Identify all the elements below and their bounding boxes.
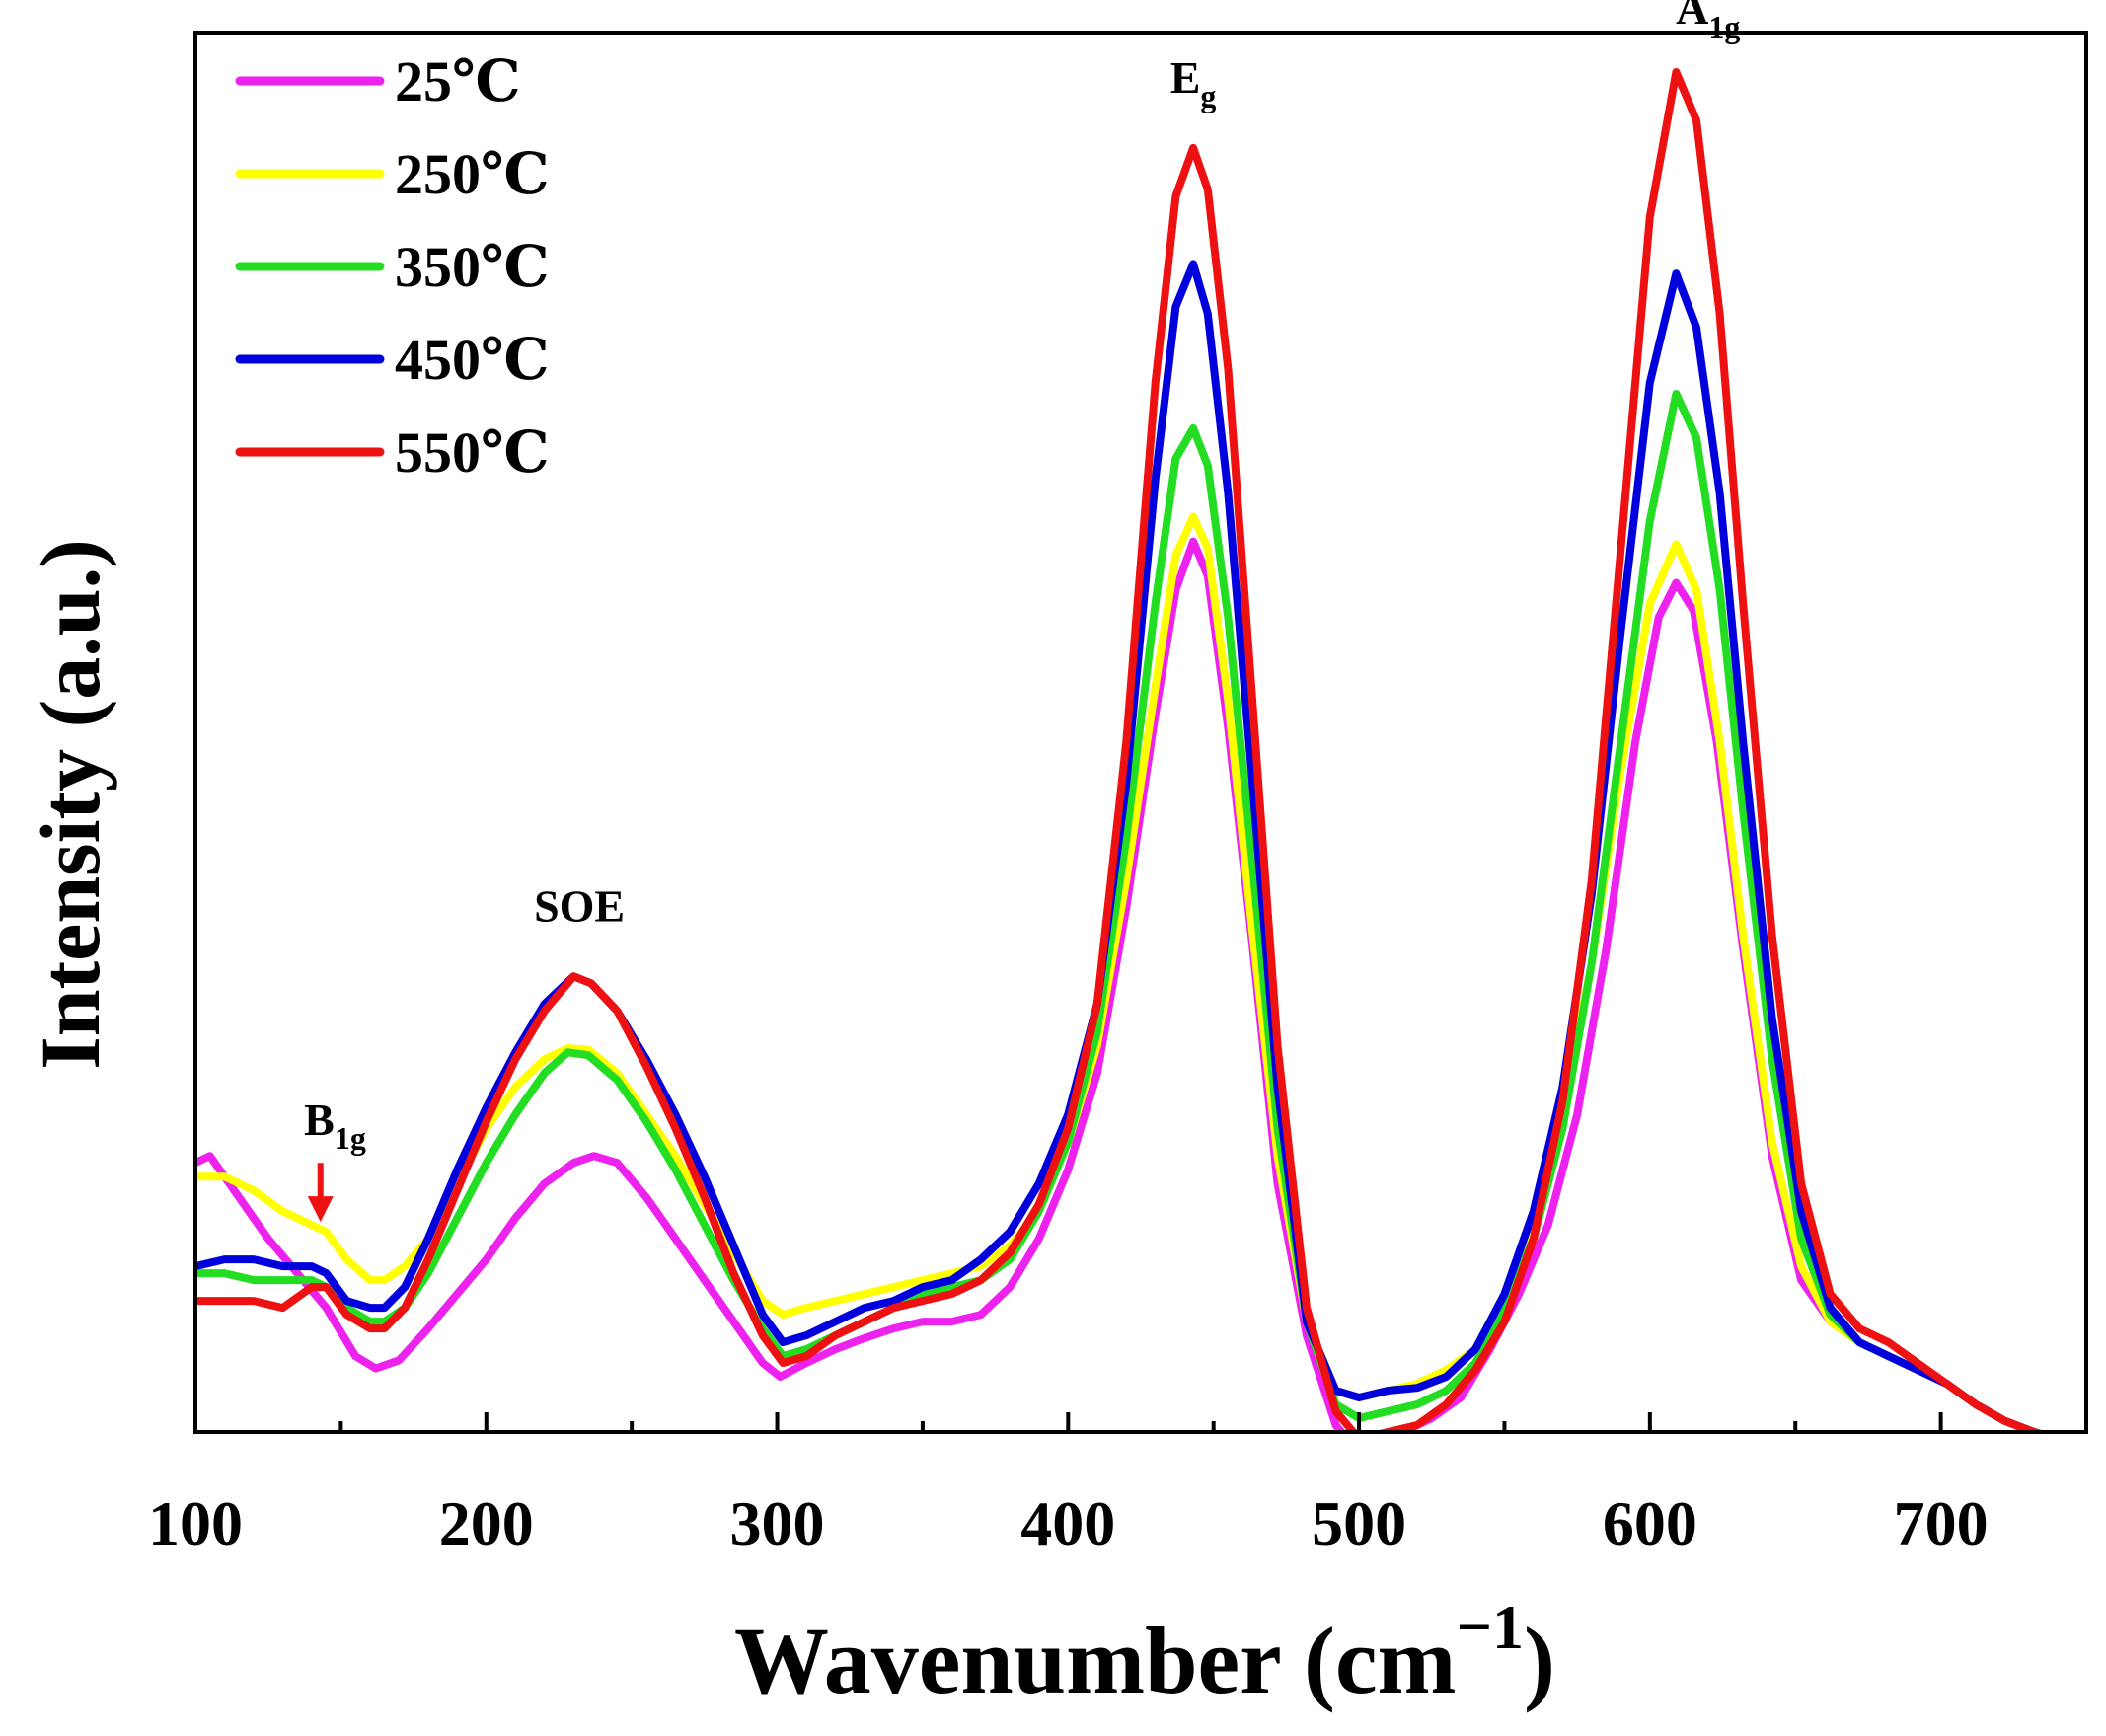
series-line-1 xyxy=(195,537,2048,1432)
peak-label-main: A xyxy=(1676,0,1708,34)
x-tick-label: 400 xyxy=(1020,1488,1115,1558)
x-tick-label: 300 xyxy=(730,1488,825,1558)
peak-label: Eg xyxy=(1170,52,1217,113)
x-axis-ticks: 100 200 300 400 500 600 700 xyxy=(148,1412,2088,1558)
legend: 25℃ 250℃ 350℃ 450℃ 550℃ xyxy=(235,49,550,485)
peak-label-main: E xyxy=(1170,52,1201,103)
plot-frame xyxy=(193,31,2088,1434)
peak-label: B1g xyxy=(304,1094,366,1156)
series-layer xyxy=(195,68,2048,1432)
x-axis-title-main: Wavenumber (cm xyxy=(734,1608,1456,1713)
peak-label: A1g xyxy=(1676,0,1740,44)
x-axis-title-superscript: −1 xyxy=(1457,1592,1524,1662)
peak-label-main: B xyxy=(304,1094,335,1145)
legend-label: 250℃ xyxy=(395,142,550,206)
x-tick-label: 700 xyxy=(1894,1488,1989,1558)
x-tick-label: 200 xyxy=(439,1488,534,1558)
series-line-4 xyxy=(195,260,2048,1432)
peak-label-main: SOE xyxy=(534,880,625,931)
y-axis-title: Intensity (a.u.) xyxy=(23,539,117,1070)
legend-label: 350℃ xyxy=(395,235,550,299)
peak-label: SOE xyxy=(534,880,625,931)
x-axis-title-close: ) xyxy=(1524,1608,1555,1713)
x-axis-title: Wavenumber (cm−1) xyxy=(734,1592,1555,1713)
x-tick-label: 500 xyxy=(1312,1488,1406,1558)
peak-label-subscript: 1g xyxy=(335,1120,366,1156)
x-tick-label: 100 xyxy=(148,1488,243,1558)
peak-label-subscript: 1g xyxy=(1708,9,1740,44)
legend-label: 550℃ xyxy=(395,420,550,485)
legend-label: 450℃ xyxy=(395,328,550,392)
peak-label-subscript: g xyxy=(1200,78,1216,113)
series-line-5 xyxy=(195,68,2048,1432)
x-tick-label: 600 xyxy=(1603,1488,1697,1558)
legend-label: 25℃ xyxy=(395,49,521,113)
series-line-3 xyxy=(195,390,2048,1432)
b1g-arrow-head xyxy=(307,1196,334,1223)
